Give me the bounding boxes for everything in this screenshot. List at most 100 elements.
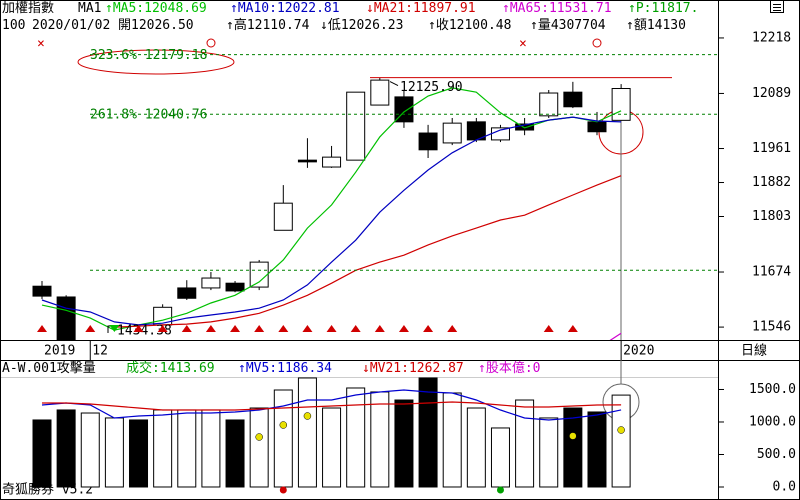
candle-body xyxy=(177,287,197,299)
legend-item: ↑MA10:12022.81 xyxy=(230,1,340,16)
candle-body xyxy=(32,285,52,297)
volume-bar xyxy=(394,399,414,488)
legend-item: ↑MA5:12048.69 xyxy=(105,1,207,16)
y-tick-label: 11674 xyxy=(752,265,791,280)
signal-dot xyxy=(569,432,577,440)
signal-up xyxy=(350,325,361,332)
signal-o xyxy=(206,38,216,48)
legend-item: ↑高12110.74 xyxy=(226,17,310,33)
legend-item: 2020/01/02 xyxy=(32,18,110,33)
legend-item: ↓低12026.23 xyxy=(320,18,403,33)
signal-up xyxy=(230,325,241,332)
volume-plot xyxy=(32,377,631,488)
highlight-ellipse xyxy=(77,49,235,75)
legend-item: MA1 xyxy=(78,1,101,16)
candle-body xyxy=(346,91,366,161)
reference-label: 261.8% 12040.76 xyxy=(90,108,207,123)
mv-line xyxy=(42,401,622,411)
signal-up xyxy=(133,325,144,332)
legend-item: ↑MA65:11531.71 xyxy=(502,1,612,16)
menu-icon[interactable] xyxy=(770,0,784,13)
volume-bar xyxy=(225,419,245,488)
signal-up xyxy=(398,325,409,332)
signal-up xyxy=(157,325,168,332)
mv-line xyxy=(41,389,622,421)
volume-bar xyxy=(563,407,583,488)
signal-dot xyxy=(279,486,287,494)
price-plot xyxy=(32,77,631,340)
y-tick-label: 1500.0 xyxy=(749,382,796,397)
period-label: 日線 xyxy=(741,343,767,359)
volume-bar xyxy=(539,417,559,488)
signal-x: × xyxy=(519,37,527,52)
legend-item: 100 xyxy=(2,18,25,33)
signal-up xyxy=(205,325,216,332)
candle-body xyxy=(273,202,293,231)
volume-bar xyxy=(104,417,124,488)
legend-item: ↑股本億:0 xyxy=(478,360,540,376)
candle-body xyxy=(297,159,317,163)
candle-body xyxy=(370,79,390,106)
legend-item: ↑收12100.48 xyxy=(428,18,511,33)
volume-bar xyxy=(153,409,173,488)
volume-bar xyxy=(370,391,390,488)
y-tick-label: 11803 xyxy=(752,209,791,224)
signal-x: × xyxy=(37,37,45,52)
y-tick-label: 1000.0 xyxy=(749,414,796,429)
signal-up xyxy=(543,325,554,332)
signal-up xyxy=(423,325,434,332)
volume-bar xyxy=(611,394,631,488)
volume-bar xyxy=(418,377,438,488)
signal-dot xyxy=(255,433,263,441)
volume-bar xyxy=(346,387,366,488)
volume-bar xyxy=(177,409,197,488)
volume-bar xyxy=(129,419,149,488)
signal-dot xyxy=(496,486,504,494)
signal-up xyxy=(374,325,385,332)
volume-bar xyxy=(56,409,76,488)
high-label: 12125.90 xyxy=(400,80,463,95)
x-tick-label: 12 xyxy=(92,344,108,359)
signal-up xyxy=(326,325,337,332)
reference-label: 323.6% 12179.18 xyxy=(90,48,207,63)
candle-body xyxy=(418,132,438,151)
candle-body xyxy=(442,122,462,144)
x-tick-label: 2019 xyxy=(44,344,75,359)
candle-body xyxy=(322,156,342,168)
y-tick-label: 12089 xyxy=(752,86,791,101)
volume-bar xyxy=(80,412,100,488)
y-tick-label: 11961 xyxy=(752,141,791,156)
legend-item: 加權指數 xyxy=(2,1,54,16)
candle-body xyxy=(225,282,245,292)
volume-bar xyxy=(515,399,535,488)
ma-line xyxy=(114,175,622,328)
legend-item: ↓MA21:11897.91 xyxy=(366,1,476,16)
signal-up xyxy=(85,325,96,332)
candle-body xyxy=(249,261,269,288)
signal-up xyxy=(254,325,265,332)
x-tick-label: 2020 xyxy=(623,344,654,359)
legend-item: ↑MV5:1186.34 xyxy=(238,361,332,376)
candle-body xyxy=(587,121,607,133)
signal-up xyxy=(302,325,313,332)
info-row: 100 2020/01/02 開12026.50 ↑高12110.74 ↓低12026.… xyxy=(2,17,686,33)
y-tick-label: 11882 xyxy=(752,175,791,190)
candle-body xyxy=(539,92,559,117)
volume-legend: A-W.001攻擊量 成交:1413.69 ↑MV5:1186.34 ↓MV21:12… xyxy=(2,360,540,376)
signal-down xyxy=(109,325,120,332)
ma-line xyxy=(609,332,622,340)
legend-item: ↓MV21:1262.87 xyxy=(362,361,464,376)
signal-dot xyxy=(617,426,625,434)
leader xyxy=(389,81,399,87)
volume-bar xyxy=(32,419,52,488)
signal-up xyxy=(447,325,458,332)
candle-body xyxy=(56,296,76,340)
legend-item: 成交:1413.69 xyxy=(126,360,215,376)
volume-bar xyxy=(587,411,607,488)
signal-up xyxy=(181,325,192,332)
candle-body xyxy=(563,91,583,108)
signal-up xyxy=(37,325,47,332)
signal-up xyxy=(278,325,289,332)
